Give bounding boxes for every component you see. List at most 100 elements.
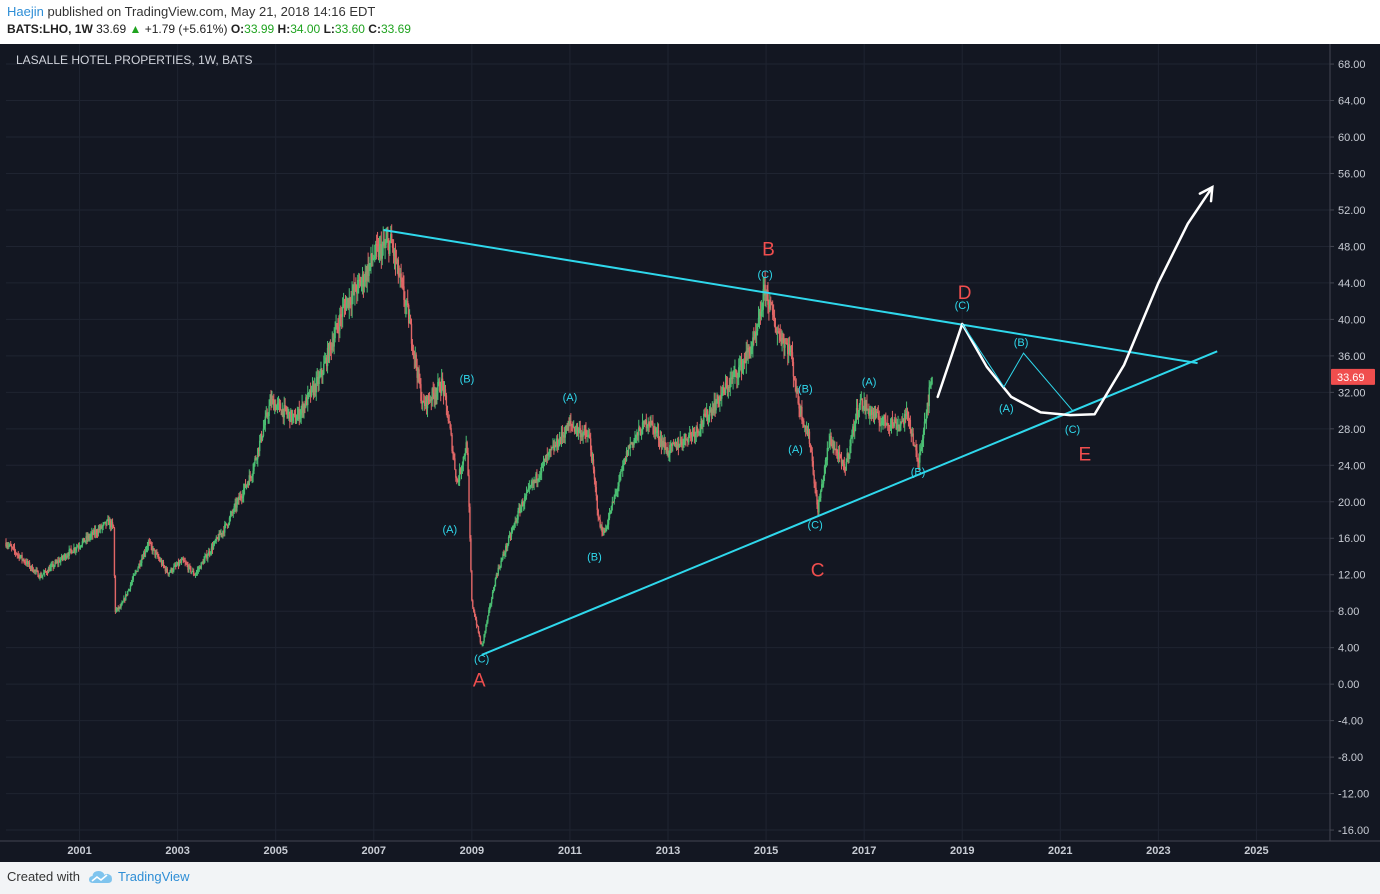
major-wave-label: D	[958, 283, 972, 304]
candle-body	[192, 570, 194, 572]
x-tick-label: 2011	[558, 845, 582, 857]
candle-body	[368, 264, 370, 276]
candle-body	[614, 493, 616, 497]
candle-body	[357, 279, 360, 281]
candle-body	[819, 497, 821, 501]
wave-label: (B)	[587, 551, 602, 563]
candle-body	[59, 559, 62, 563]
candle-body	[501, 558, 503, 561]
candle-body	[874, 410, 877, 417]
candle-body	[159, 558, 161, 562]
candle-body	[653, 425, 655, 434]
time-axis[interactable]: 2001 2003 2005 2007 2009 2011 2013 2015 2017 2019…	[67, 845, 1268, 857]
candle-body	[295, 420, 298, 424]
candle-body	[290, 410, 292, 423]
tradingview-brand-link[interactable]: TradingView	[118, 869, 190, 884]
x-tick-label: 2007	[362, 845, 386, 857]
candle-body	[630, 443, 632, 445]
candle-body	[757, 317, 760, 327]
candle-body	[672, 442, 675, 444]
candle-body	[293, 413, 296, 415]
candle-body	[698, 431, 700, 433]
candle-body	[114, 575, 117, 612]
candle-body	[56, 561, 58, 563]
candle-body	[829, 435, 831, 442]
candle-body	[473, 607, 475, 612]
candle-body	[526, 490, 529, 493]
y-tick-label: 0.00	[1338, 679, 1359, 691]
candle-body	[480, 642, 482, 645]
candle-body	[175, 565, 177, 567]
candle-body	[255, 458, 257, 460]
price-chart[interactable]: (B) (A) (C) (A) (B) (C) (B) (A) (C) (A) (B) (C) (B) (…	[0, 44, 1380, 862]
candle-body	[544, 458, 547, 462]
candle-body	[261, 436, 264, 440]
candle-body	[108, 519, 110, 526]
candle-body	[244, 483, 247, 488]
price-axis[interactable]: 68.00 64.00 60.00 56.00 52.00 48.00 44.00 40.00…	[1330, 59, 1375, 837]
candle-body	[830, 435, 832, 445]
candle-body	[600, 525, 602, 527]
candle-body	[573, 427, 576, 432]
candle-body	[483, 634, 485, 642]
candle-body	[104, 521, 106, 523]
candle-body	[652, 422, 654, 426]
candle-body	[627, 445, 630, 456]
projection-path[interactable]	[936, 185, 1214, 417]
candle-body	[451, 434, 453, 452]
candle-body	[258, 440, 261, 452]
candle-body	[311, 385, 314, 387]
candle-body	[254, 458, 256, 464]
candle-body	[438, 381, 440, 383]
tradingview-cloud-icon[interactable]	[88, 869, 114, 885]
candle-body	[495, 574, 498, 579]
candle-body	[148, 541, 151, 543]
x-tick-label: 2001	[67, 845, 91, 857]
candle-body	[182, 558, 184, 561]
candle-body	[794, 379, 797, 387]
candle-body	[708, 411, 711, 417]
y-tick-label: 12.00	[1338, 570, 1366, 582]
candle-body	[68, 549, 70, 556]
candle-body	[490, 598, 493, 604]
candle-body	[475, 619, 478, 626]
y-tick-label: 48.00	[1338, 241, 1366, 253]
candle-body	[683, 438, 685, 445]
candle-body	[95, 530, 98, 534]
candle-body	[83, 538, 85, 543]
candle-body	[342, 304, 345, 307]
candle-body	[499, 566, 501, 568]
candle-body	[402, 281, 404, 287]
candle-body	[572, 425, 574, 428]
candle-body	[768, 304, 770, 309]
candle-body	[788, 344, 790, 355]
candle-body	[221, 533, 223, 535]
candle-body	[473, 611, 476, 617]
candle-body	[100, 525, 102, 529]
candle-body	[576, 425, 579, 433]
candle-body	[355, 284, 357, 292]
candle-body	[48, 568, 51, 572]
candle-body	[199, 566, 201, 569]
candle-body	[308, 390, 311, 393]
candle-body	[57, 561, 59, 563]
candle-body	[628, 445, 631, 449]
candle-body	[513, 523, 515, 527]
candle-body	[870, 409, 872, 413]
candle-body	[87, 535, 89, 540]
candle-body	[179, 562, 182, 564]
candle-body	[584, 429, 586, 431]
candle-body	[312, 385, 315, 395]
candle-body	[895, 421, 897, 429]
candle-body	[106, 520, 108, 525]
major-wave-label: E	[1078, 444, 1091, 465]
candle-body	[166, 568, 168, 573]
candle-body	[903, 418, 905, 425]
author-link[interactable]: Haejin	[7, 4, 44, 19]
candle-body	[697, 430, 699, 433]
candle-body	[178, 562, 181, 566]
candle-body	[928, 387, 930, 407]
candle-body	[580, 433, 582, 438]
trendlines[interactable]	[383, 229, 1218, 656]
candle-body	[773, 317, 776, 327]
